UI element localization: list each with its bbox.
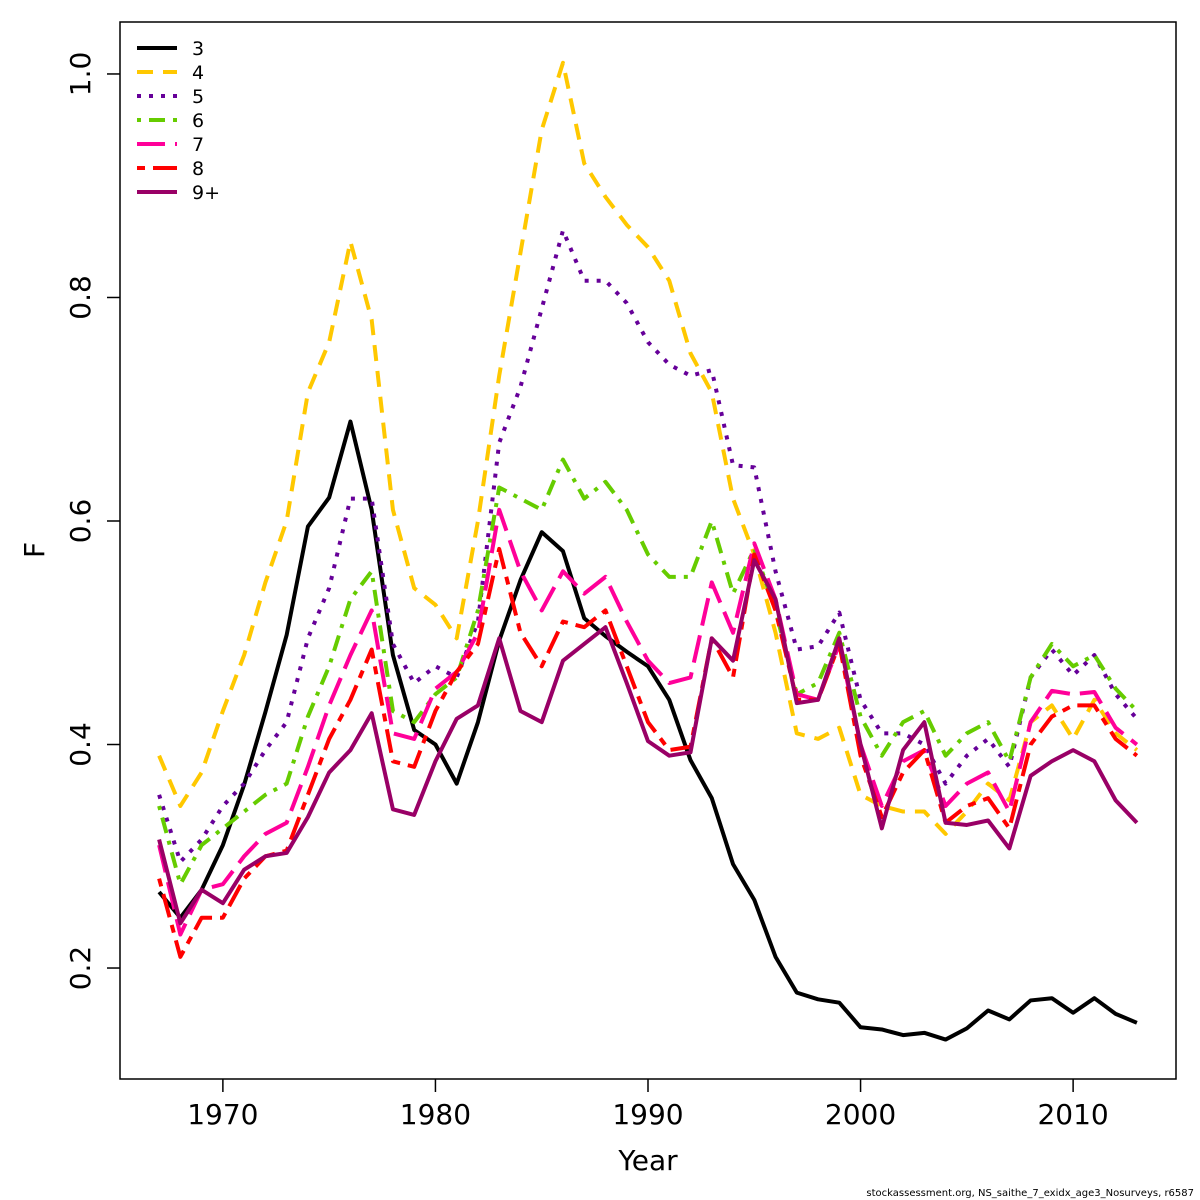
legend-label: 9+ [192, 182, 220, 204]
y-tick-label: 0.4 [64, 722, 97, 767]
legend-label: 8 [192, 158, 204, 180]
series-line [157, 507, 1139, 937]
x-tick-label: 2010 [1037, 1098, 1108, 1131]
legend-label: 7 [192, 134, 204, 156]
series-line [157, 228, 1139, 864]
y-tick-label: 0.8 [64, 275, 97, 320]
y-tick-label: 0.2 [64, 946, 97, 991]
x-axis-label: Year [617, 1144, 678, 1177]
series-line [157, 457, 1139, 887]
y-tick-label: 0.6 [64, 499, 97, 544]
y-axis-label: F [18, 542, 51, 558]
x-tick-label: 2000 [825, 1098, 896, 1131]
series-line [157, 558, 1139, 926]
x-tick-label: 1990 [612, 1098, 683, 1131]
legend-label: 3 [192, 38, 204, 60]
legend-label: 5 [192, 86, 204, 108]
series-line [157, 419, 1138, 1042]
x-tick-label: 1980 [400, 1098, 471, 1131]
x-tick-label: 1970 [187, 1098, 258, 1131]
footnote: stockassessment.org, NS_saithe_7_exidx_a… [866, 1188, 1194, 1199]
series-line [157, 546, 1139, 959]
legend-label: 4 [192, 62, 204, 84]
y-tick-label: 1.0 [64, 52, 97, 97]
legend-label: 6 [192, 110, 204, 132]
